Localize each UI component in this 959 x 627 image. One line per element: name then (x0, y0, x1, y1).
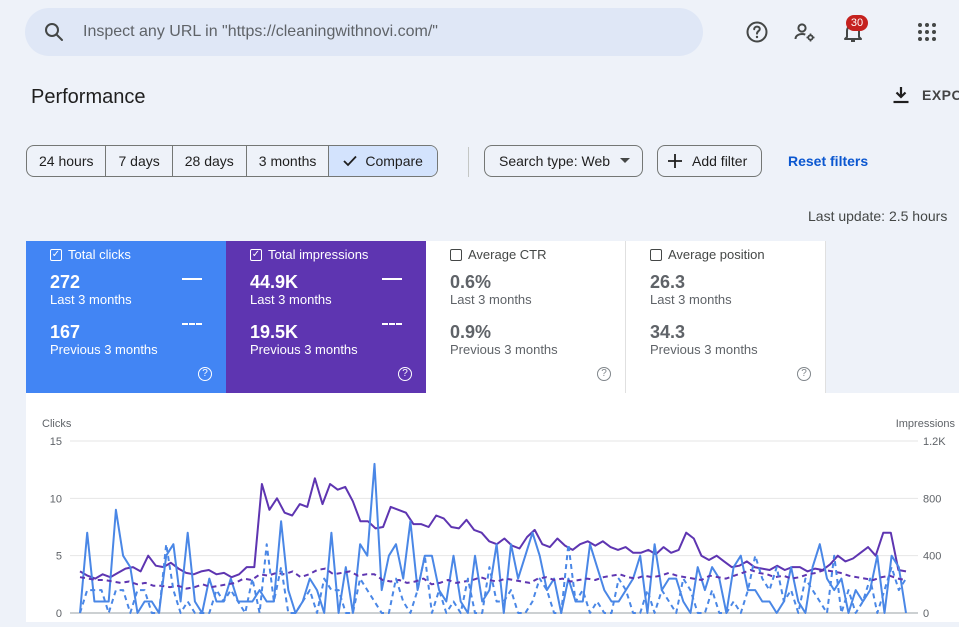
account-settings-icon[interactable] (793, 20, 817, 44)
metric-label: Average CTR (468, 247, 547, 262)
help-icon[interactable]: ? (398, 367, 412, 381)
help-icon[interactable]: ? (597, 367, 611, 381)
export-button[interactable]: EXPO (892, 86, 959, 104)
checkbox-unchecked-icon[interactable] (650, 248, 662, 261)
date-range-24-hours[interactable]: 24 hours (27, 146, 107, 176)
right-axis-tick-label: 800 (923, 493, 941, 505)
right-axis-tick-label: 400 (923, 551, 941, 563)
performance-chart[interactable]: Clicks Impressions 0 0 5 400 10 800 15 1.2K (26, 393, 959, 622)
left-axis-label: Clicks (42, 418, 72, 430)
series-line-impressions-previous (79, 567, 907, 590)
solid-line-legend-icon (182, 278, 202, 280)
metric-current-period: Last 3 months (650, 292, 732, 307)
checkbox-unchecked-icon[interactable] (450, 248, 462, 261)
series-line-impressions-current (79, 477, 907, 580)
metric-label: Average position (668, 247, 765, 262)
dashed-line-legend-icon (182, 323, 202, 325)
page-title: Performance (31, 86, 146, 108)
solid-line-legend-icon (382, 278, 402, 280)
metric-previous-period: Previous 3 months (50, 342, 158, 357)
reset-filters-link[interactable]: Reset filters (788, 153, 869, 169)
compare-label: Compare (365, 153, 423, 169)
metric-label: Total impressions (268, 247, 369, 262)
dashed-line-legend-icon (382, 323, 402, 325)
help-icon[interactable] (745, 20, 769, 44)
metric-previous-value: 167 (50, 322, 81, 342)
last-update-text: Last update: 2.5 hours (808, 208, 948, 224)
metric-previous-value: 0.9% (450, 322, 492, 342)
metric-previous-period: Previous 3 months (450, 342, 558, 357)
compare-button[interactable]: Compare (329, 146, 437, 176)
metric-previous-value: 19.5K (250, 322, 299, 342)
right-axis-label: Impressions (896, 418, 956, 430)
metric-card-average-ctr[interactable]: Average CTR 0.6% Last 3 months 0.9% Prev… (426, 241, 626, 393)
metric-current-period: Last 3 months (50, 292, 132, 307)
url-inspect-input[interactable] (83, 23, 683, 41)
metric-previous-period: Previous 3 months (650, 342, 758, 357)
right-axis-tick-label: 0 (923, 608, 929, 620)
metric-card-average-position[interactable]: Average position 26.3 Last 3 months 34.3… (626, 241, 826, 393)
search-type-label: Search type: Web (499, 153, 611, 169)
search-type-dropdown[interactable]: Search type: Web (484, 145, 644, 177)
metric-current-value: 0.6% (450, 272, 492, 292)
dropdown-arrow-icon (620, 158, 631, 163)
check-icon (343, 155, 358, 167)
notification-count-badge: 30 (846, 15, 868, 31)
left-axis-tick-label: 0 (56, 608, 62, 620)
left-axis-tick-label: 15 (50, 436, 62, 448)
metric-current-period: Last 3 months (250, 292, 332, 307)
right-axis-tick-label: 1.2K (923, 436, 946, 448)
date-range-28-days[interactable]: 28 days (173, 146, 247, 176)
search-icon (45, 23, 63, 41)
add-filter-label: Add filter (692, 153, 748, 169)
left-axis-tick-label: 10 (50, 493, 62, 505)
checkbox-checked-icon[interactable]: ✓ (50, 248, 62, 261)
metric-card-total-impressions[interactable]: ✓ Total impressions 44.9K Last 3 months 1… (226, 241, 426, 393)
download-icon (893, 87, 909, 104)
date-range-selector: 24 hours 7 days 28 days 3 months Compare (26, 145, 438, 177)
metric-previous-period: Previous 3 months (250, 342, 358, 357)
metric-current-period: Last 3 months (450, 292, 532, 307)
metric-current-value: 272 (50, 272, 81, 292)
metric-previous-value: 34.3 (650, 322, 686, 342)
filter-divider (468, 147, 469, 177)
metric-current-value: 44.9K (250, 272, 299, 292)
help-icon[interactable]: ? (198, 367, 212, 381)
left-axis-tick-label: 5 (56, 551, 62, 563)
add-filter-button[interactable]: Add filter (657, 145, 763, 177)
metric-label: Total clicks (68, 247, 131, 262)
metric-current-value: 26.3 (650, 272, 686, 292)
date-range-3-months[interactable]: 3 months (247, 146, 330, 176)
checkbox-checked-icon[interactable]: ✓ (250, 248, 262, 261)
series-line-clicks-current (79, 462, 907, 614)
series-line-clicks-previous (79, 543, 907, 614)
help-icon[interactable]: ? (797, 367, 811, 381)
performance-chart-svg: Clicks Impressions 0 0 5 400 10 800 15 1.2K (42, 418, 956, 620)
plus-icon (668, 154, 682, 168)
metric-card-total-clicks[interactable]: ✓ Total clicks 272 Last 3 months 167 Prev… (26, 241, 226, 393)
apps-grid-icon[interactable] (915, 20, 939, 44)
date-range-7-days[interactable]: 7 days (106, 146, 173, 176)
export-label: EXPO (922, 87, 959, 103)
